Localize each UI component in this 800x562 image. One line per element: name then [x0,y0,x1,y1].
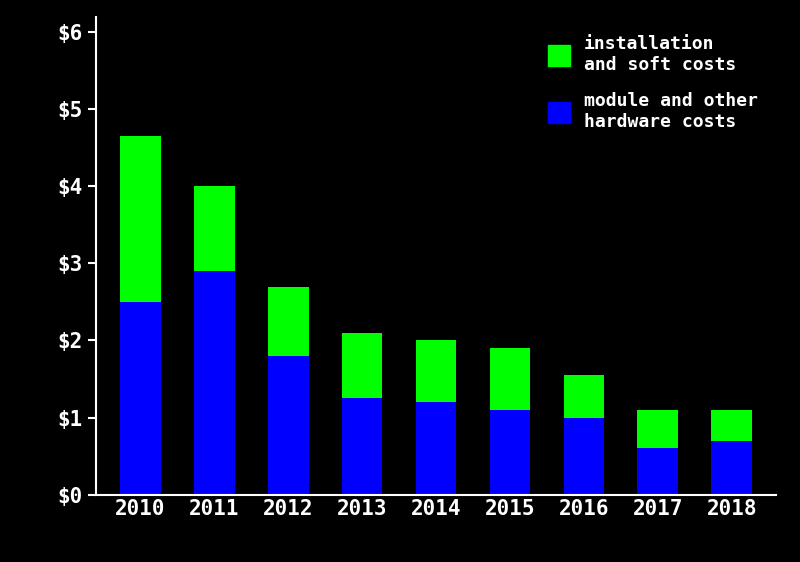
Bar [120,302,161,495]
Legend: installation
and soft costs, module and other
hardware costs: installation and soft costs, module and … [539,26,767,139]
Bar [563,418,604,495]
Bar [490,348,530,410]
Bar [120,136,161,302]
Bar [638,410,678,448]
Bar [711,441,752,495]
Bar [711,410,752,441]
Bar [268,287,309,356]
Bar [342,398,382,495]
Bar [638,448,678,495]
Bar [416,402,456,495]
Bar [342,333,382,398]
Bar [194,187,234,271]
Bar [268,356,309,495]
Bar [416,341,456,402]
Bar [194,271,234,495]
Bar [490,410,530,495]
Bar [563,375,604,418]
